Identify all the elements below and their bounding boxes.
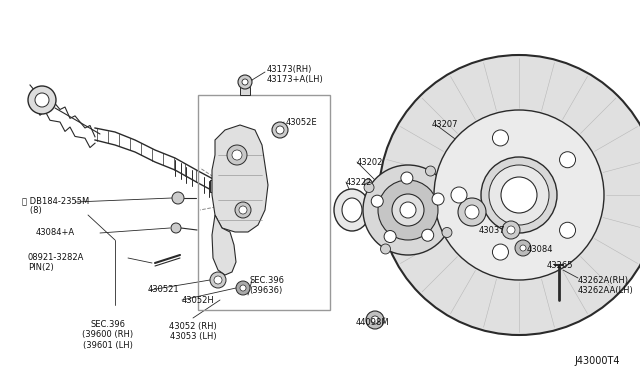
Circle shape xyxy=(172,192,184,204)
Circle shape xyxy=(384,231,396,243)
Bar xyxy=(198,95,330,310)
Circle shape xyxy=(378,180,438,240)
Circle shape xyxy=(507,226,515,234)
Circle shape xyxy=(502,221,520,239)
Polygon shape xyxy=(212,215,236,275)
Circle shape xyxy=(381,244,390,254)
Text: SEC.396
(39600 (RH)
(39601 (LH): SEC.396 (39600 (RH) (39601 (LH) xyxy=(83,320,134,350)
Text: 43262A(RH)
43262AA(LH): 43262A(RH) 43262AA(LH) xyxy=(578,276,634,295)
Circle shape xyxy=(366,311,384,329)
Text: J43000T4: J43000T4 xyxy=(575,356,620,366)
Bar xyxy=(240,87,250,95)
Text: 43037: 43037 xyxy=(479,226,506,235)
Circle shape xyxy=(492,244,508,260)
Text: 43084+A: 43084+A xyxy=(36,228,75,237)
Circle shape xyxy=(392,194,424,226)
Circle shape xyxy=(458,198,486,226)
Circle shape xyxy=(481,157,557,233)
Circle shape xyxy=(442,228,452,237)
Circle shape xyxy=(520,245,526,251)
Text: 430521: 430521 xyxy=(148,285,180,294)
Text: 43222: 43222 xyxy=(346,178,372,187)
Text: 43207: 43207 xyxy=(432,120,458,129)
Circle shape xyxy=(371,195,383,207)
Text: 43173(RH)
43173+A(LH): 43173(RH) 43173+A(LH) xyxy=(267,65,324,84)
Circle shape xyxy=(371,316,379,324)
Text: 43202: 43202 xyxy=(357,158,383,167)
Circle shape xyxy=(210,272,226,288)
Circle shape xyxy=(276,126,284,134)
Circle shape xyxy=(400,202,416,218)
Circle shape xyxy=(214,276,222,284)
Circle shape xyxy=(236,281,250,295)
Circle shape xyxy=(432,193,444,205)
Text: 43084: 43084 xyxy=(527,245,554,254)
Text: Ⓑ DB184-2355M
   (8): Ⓑ DB184-2355M (8) xyxy=(22,196,89,215)
Circle shape xyxy=(379,55,640,335)
Circle shape xyxy=(242,79,248,85)
Circle shape xyxy=(239,206,247,214)
Circle shape xyxy=(28,86,56,114)
Circle shape xyxy=(171,223,181,233)
Circle shape xyxy=(227,145,247,165)
Circle shape xyxy=(272,122,288,138)
Text: 08921-3282A
PIN(2): 08921-3282A PIN(2) xyxy=(28,253,84,272)
Circle shape xyxy=(559,222,575,238)
Circle shape xyxy=(422,229,434,241)
Circle shape xyxy=(501,177,537,213)
Polygon shape xyxy=(212,125,268,232)
Circle shape xyxy=(363,165,453,255)
Ellipse shape xyxy=(334,189,370,231)
Text: 43052H: 43052H xyxy=(182,296,215,305)
Ellipse shape xyxy=(342,198,362,222)
Circle shape xyxy=(235,202,251,218)
Bar xyxy=(210,180,225,192)
Circle shape xyxy=(401,172,413,184)
Text: 43265: 43265 xyxy=(547,261,573,270)
Circle shape xyxy=(238,75,252,89)
Circle shape xyxy=(489,165,549,225)
Circle shape xyxy=(559,152,575,168)
Circle shape xyxy=(465,205,479,219)
Circle shape xyxy=(232,150,242,160)
Circle shape xyxy=(35,93,49,107)
Circle shape xyxy=(426,166,435,176)
Circle shape xyxy=(515,240,531,256)
Circle shape xyxy=(364,179,372,187)
Text: 43052 (RH)
43053 (LH): 43052 (RH) 43053 (LH) xyxy=(169,322,217,341)
Circle shape xyxy=(364,183,374,192)
Text: 44098M: 44098M xyxy=(356,318,390,327)
Circle shape xyxy=(240,285,246,291)
Circle shape xyxy=(434,110,604,280)
Text: 43052E: 43052E xyxy=(286,118,317,127)
Circle shape xyxy=(492,130,508,146)
Text: SEC.396
(39636): SEC.396 (39636) xyxy=(249,276,284,295)
Circle shape xyxy=(451,187,467,203)
